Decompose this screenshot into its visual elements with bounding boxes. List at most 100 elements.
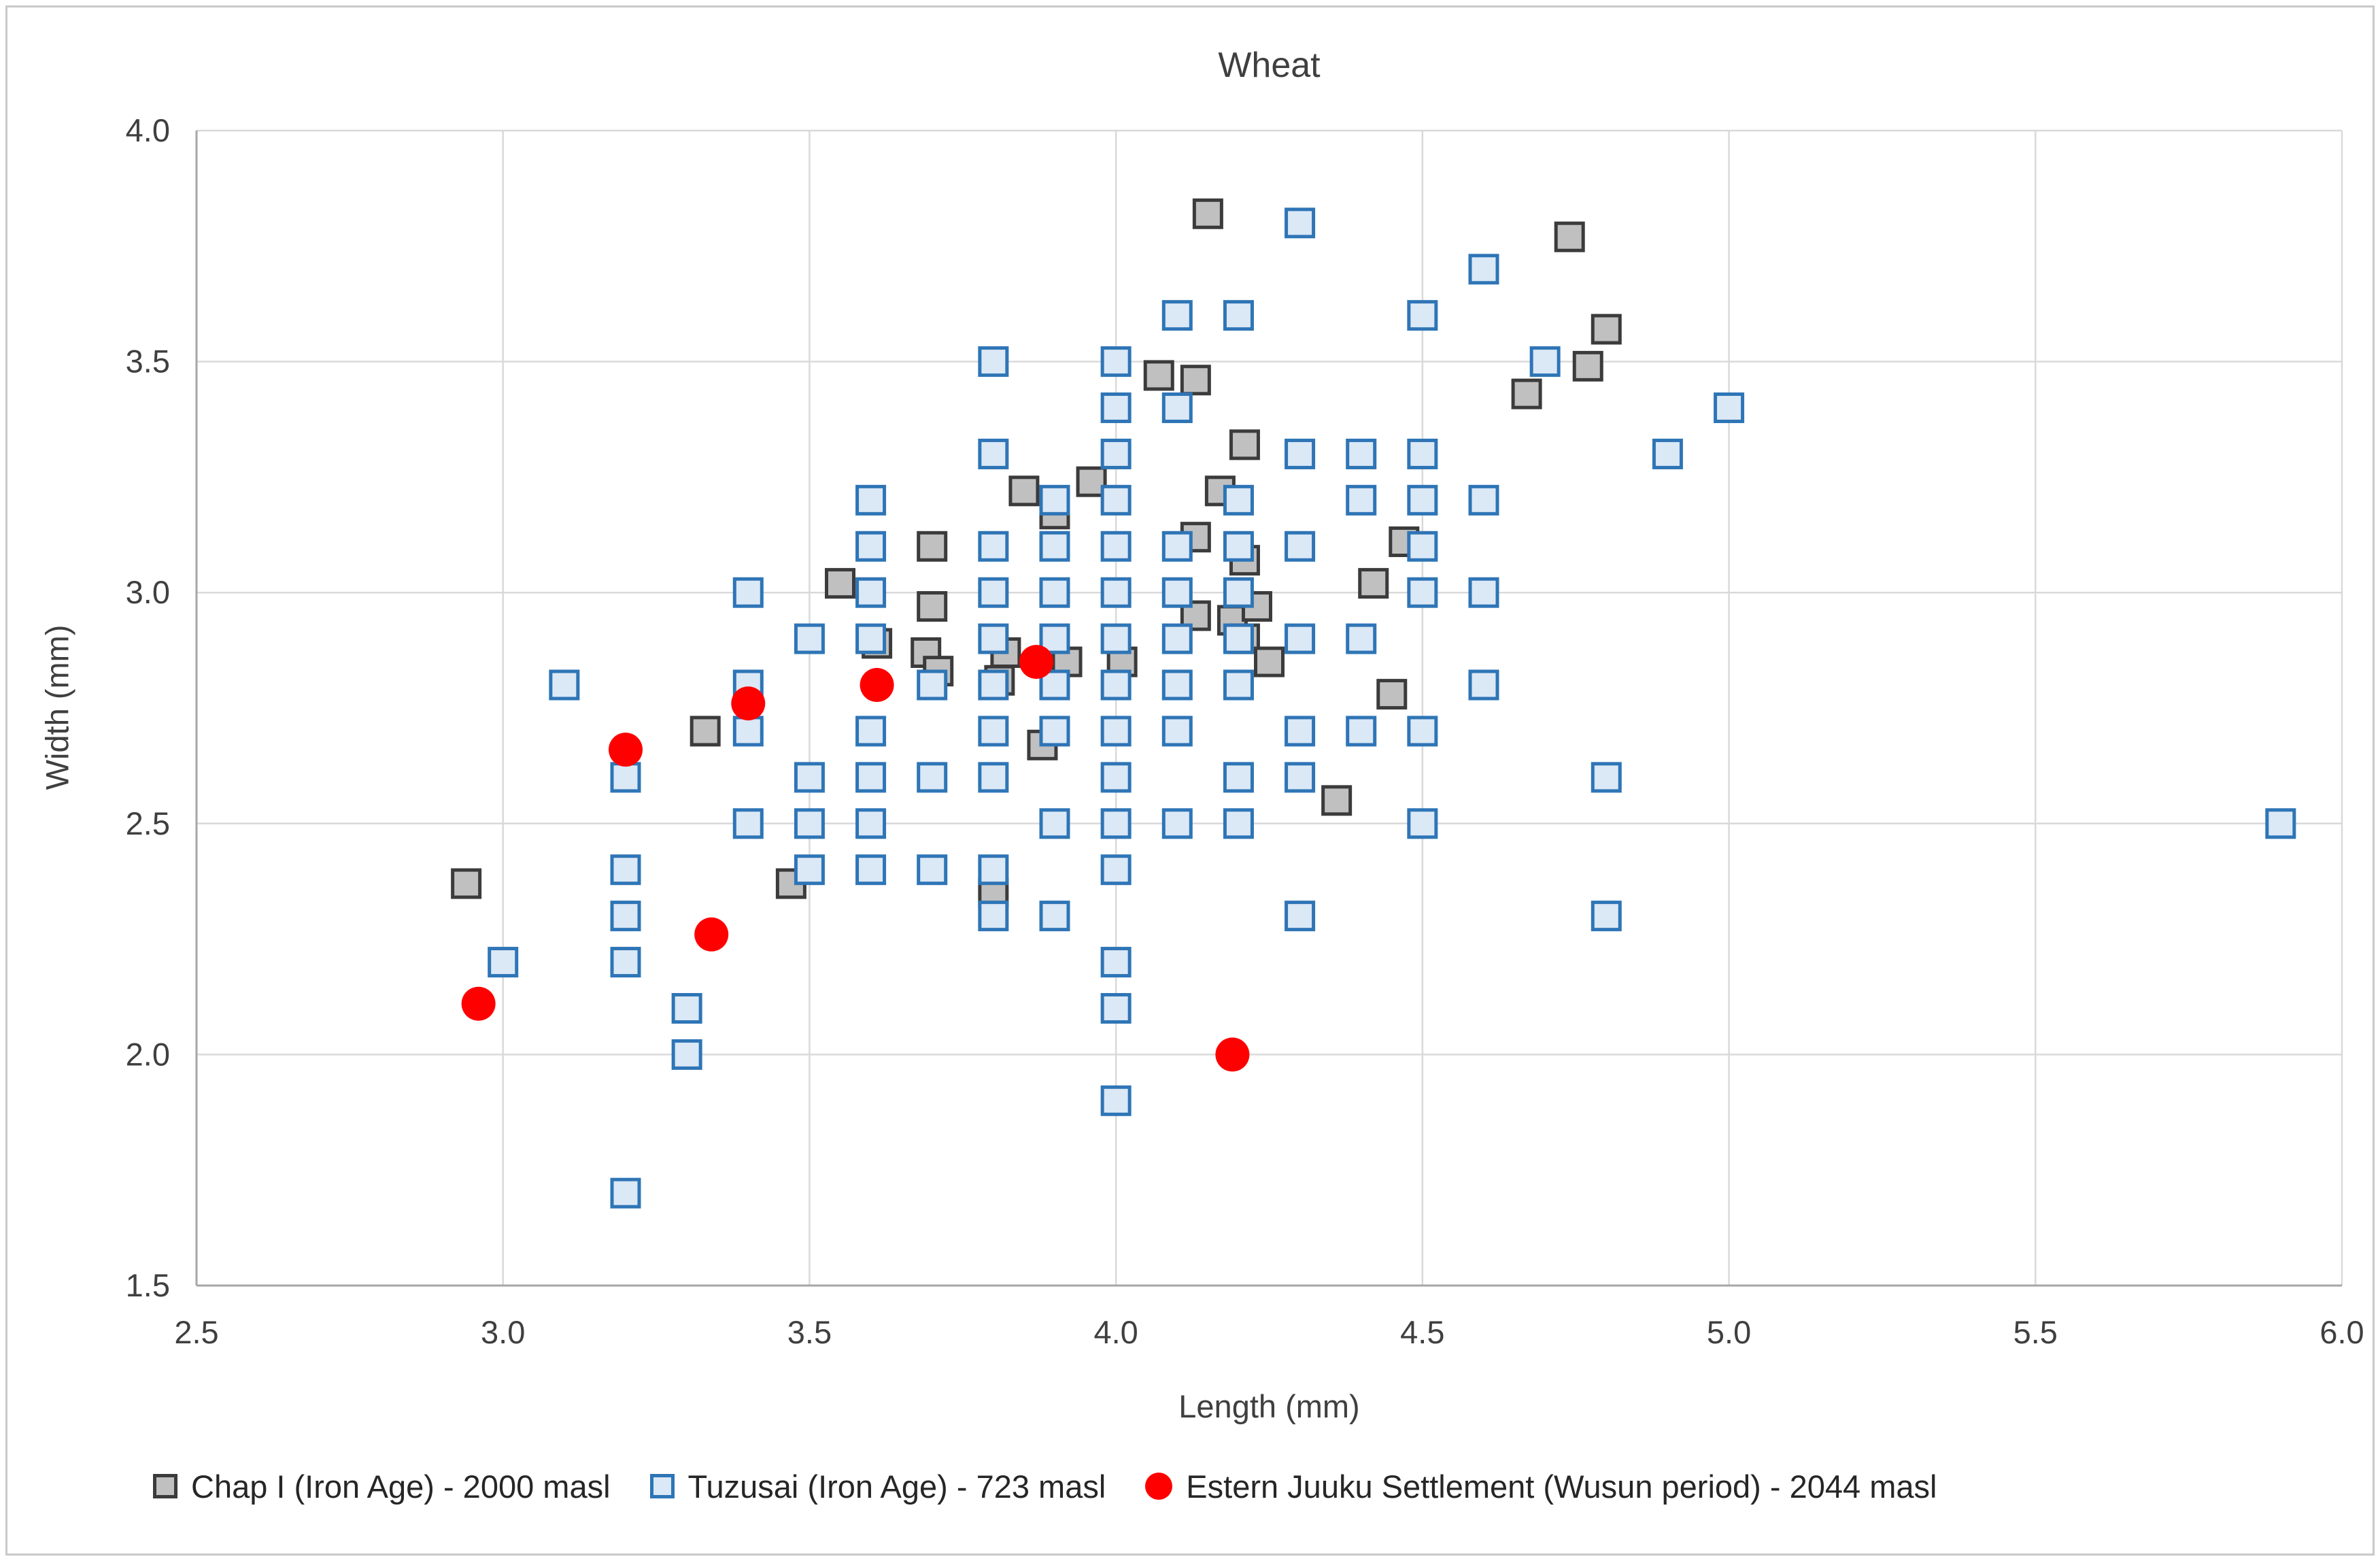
- data-point: [855, 531, 887, 562]
- data-point: [1100, 623, 1132, 654]
- data-point: [694, 917, 729, 952]
- data-point: [1192, 198, 1223, 229]
- data-point: [1100, 531, 1132, 562]
- data-point: [1468, 577, 1499, 608]
- data-point: [1346, 484, 1377, 516]
- data-point: [1407, 438, 1438, 469]
- data-point: [855, 808, 887, 839]
- data-point: [1161, 808, 1193, 839]
- data-point: [610, 901, 641, 932]
- data-point: [1407, 484, 1438, 516]
- data-point: [1652, 438, 1683, 469]
- data-point: [794, 808, 825, 839]
- x-tick-label: 3.0: [481, 1314, 525, 1350]
- data-point: [610, 947, 641, 978]
- data-point: [1554, 221, 1585, 252]
- data-point: [1223, 484, 1254, 516]
- legend-item-chap: Chap I (Iron Age) - 2000 masl: [153, 1468, 611, 1505]
- data-point: [1407, 300, 1438, 331]
- data-point: [1223, 300, 1254, 331]
- data-point: [978, 531, 1009, 562]
- data-point: [1223, 531, 1254, 562]
- data-point: [1100, 762, 1132, 793]
- data-point: [1100, 346, 1132, 377]
- data-point: [1223, 762, 1254, 793]
- data-point: [1076, 466, 1107, 497]
- x-tick-label: 5.0: [1707, 1314, 1751, 1350]
- data-point: [671, 1039, 702, 1070]
- data-point: [1529, 346, 1561, 377]
- legend-label-tuzusai: Tuzusai (Iron Age) - 723 masl: [687, 1468, 1106, 1505]
- data-point: [1008, 475, 1040, 507]
- data-point: [1039, 531, 1070, 562]
- x-tick-label: 3.5: [787, 1314, 832, 1350]
- data-point: [731, 686, 766, 721]
- data-point: [1039, 901, 1070, 932]
- data-point: [1143, 360, 1174, 391]
- data-point: [1285, 438, 1316, 469]
- data-point: [610, 854, 641, 886]
- x-tick-label: 6.0: [2319, 1314, 2364, 1350]
- data-point: [1285, 762, 1316, 793]
- data-point: [855, 484, 887, 516]
- data-point: [1223, 669, 1254, 701]
- data-point: [1407, 577, 1438, 608]
- data-point: [855, 762, 887, 793]
- data-point: [917, 531, 948, 562]
- data-point: [461, 986, 496, 1021]
- data-point: [978, 669, 1009, 701]
- data-point: [1285, 207, 1316, 239]
- legend-label-chap: Chap I (Iron Age) - 2000 masl: [191, 1468, 611, 1505]
- data-point: [917, 854, 948, 886]
- data-point: [978, 346, 1009, 377]
- data-point: [1161, 669, 1193, 701]
- data-point: [1180, 365, 1211, 396]
- data-point: [1321, 785, 1353, 816]
- data-point: [1407, 716, 1438, 747]
- data-point: [978, 901, 1009, 932]
- data-point: [1468, 484, 1499, 516]
- data-point: [1100, 1085, 1132, 1116]
- data-point: [1100, 716, 1132, 747]
- data-point: [1407, 808, 1438, 839]
- data-point: [1572, 350, 1603, 382]
- data-point: [1215, 1037, 1250, 1072]
- data-point: [1468, 669, 1499, 701]
- data-point: [1285, 531, 1316, 562]
- data-point: [794, 854, 825, 886]
- data-point: [1358, 568, 1389, 599]
- data-point: [1100, 808, 1132, 839]
- red-circle-icon: [1145, 1473, 1173, 1500]
- data-point: [855, 623, 887, 654]
- data-point: [732, 716, 764, 747]
- data-point: [1376, 679, 1408, 710]
- data-point: [1161, 623, 1193, 654]
- y-tick-label: 1.5: [126, 1267, 170, 1303]
- data-point: [978, 623, 1009, 654]
- data-point: [1161, 716, 1193, 747]
- data-point: [1039, 716, 1070, 747]
- chart-border: [5, 5, 2375, 1556]
- data-point: [1100, 669, 1132, 701]
- data-point: [609, 733, 643, 767]
- data-point: [855, 716, 887, 747]
- data-point: [1100, 392, 1132, 424]
- data-point: [1223, 577, 1254, 608]
- data-point: [451, 868, 482, 899]
- data-point: [978, 854, 1009, 886]
- data-point: [1468, 254, 1499, 285]
- legend: Chap I (Iron Age) - 2000 masl Tuzusai (I…: [153, 1456, 1937, 1517]
- data-point: [1039, 484, 1070, 516]
- data-point: [1511, 378, 1542, 409]
- data-point: [549, 669, 580, 701]
- data-point: [1039, 808, 1070, 839]
- data-point: [1346, 623, 1377, 654]
- data-point: [1100, 992, 1132, 1024]
- data-point: [1039, 577, 1070, 608]
- data-point: [1346, 716, 1377, 747]
- x-tick-label: 4.5: [1400, 1314, 1444, 1350]
- data-point: [1285, 623, 1316, 654]
- data-point: [825, 568, 855, 599]
- legend-label-juuku: Estern Juuku Settlement (Wusun period) -…: [1186, 1468, 1937, 1505]
- data-point: [1346, 438, 1377, 469]
